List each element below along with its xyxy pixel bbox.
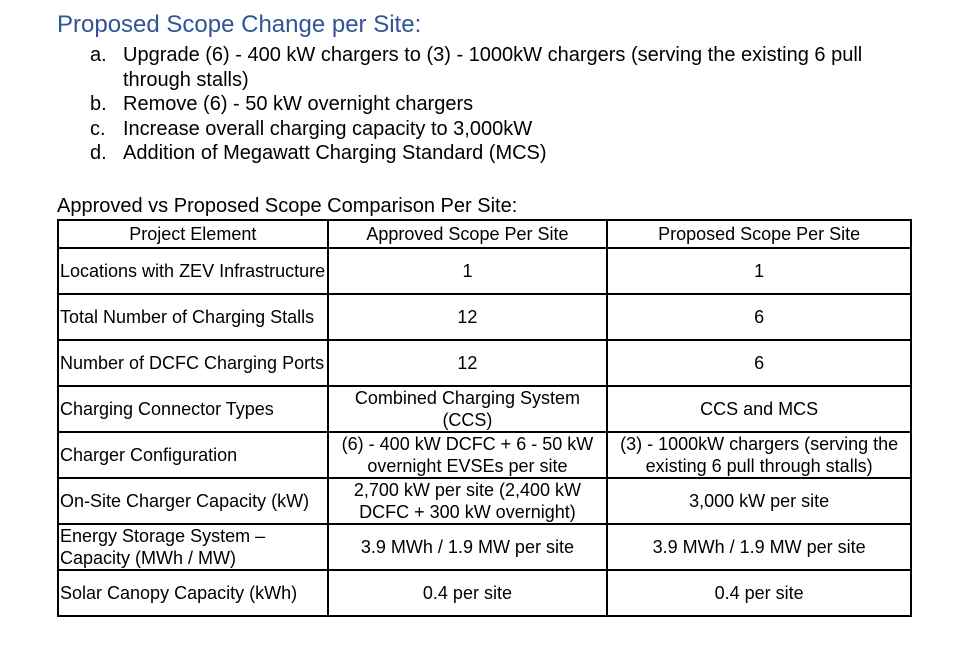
proposed-scope-cell: 3.9 MWh / 1.9 MW per site [606, 523, 912, 571]
proposed-scope-cell: (3) - 1000kW chargers (serving the exist… [606, 431, 912, 479]
project-element-cell: Energy Storage System – Capacity (MWh / … [57, 523, 329, 571]
proposed-scope-cell: 1 [606, 247, 912, 295]
list-item: d. Addition of Megawatt Charging Standar… [0, 141, 913, 166]
table-row: Energy Storage System – Capacity (MWh / … [57, 523, 912, 571]
table-row: Number of DCFC Charging Ports 12 6 [57, 339, 912, 387]
approved-scope-cell: 12 [326, 339, 609, 387]
list-marker: d. [90, 142, 107, 164]
scope-change-list: a. Upgrade (6) - 400 kW chargers to (3) … [0, 43, 968, 166]
approved-scope-cell: 2,700 kW per site (2,400 kW DCFC + 300 k… [326, 477, 609, 525]
proposed-scope-cell: 0.4 per site [606, 569, 912, 617]
column-header-proposed-scope: Proposed Scope Per Site [606, 219, 912, 249]
approved-scope-cell: 3.9 MWh / 1.9 MW per site [326, 523, 609, 571]
list-marker: a. [90, 44, 107, 66]
proposed-scope-cell: CCS and MCS [606, 385, 912, 433]
table-row: On-Site Charger Capacity (kW) 2,700 kW p… [57, 477, 912, 525]
project-element-cell: Solar Canopy Capacity (kWh) [57, 569, 329, 617]
project-element-cell: On-Site Charger Capacity (kW) [57, 477, 329, 525]
table-header-row: Project Element Approved Scope Per Site … [57, 219, 912, 249]
approved-scope-cell: Combined Charging System (CCS) [326, 385, 609, 433]
table-row: Solar Canopy Capacity (kWh) 0.4 per site… [57, 569, 912, 617]
scope-comparison-table: Project Element Approved Scope Per Site … [57, 219, 912, 617]
section-heading: Proposed Scope Change per Site: [57, 11, 422, 38]
project-element-cell: Charger Configuration [57, 431, 329, 479]
list-marker: c. [90, 117, 106, 140]
approved-scope-cell: 0.4 per site [326, 569, 609, 617]
list-item: c. Increase overall charging capacity to… [0, 117, 913, 142]
list-marker: b. [90, 93, 107, 115]
list-item-text: Addition of Megawatt Charging Standard (… [123, 142, 547, 164]
list-item-text: Remove (6) - 50 kW overnight chargers [123, 93, 474, 115]
table-row: Charger Configuration (6) - 400 kW DCFC … [57, 431, 912, 479]
proposed-scope-cell: 3,000 kW per site [606, 477, 912, 525]
approved-scope-cell: 1 [326, 247, 609, 295]
table-row: Total Number of Charging Stalls 12 6 [57, 293, 912, 341]
table-caption: Approved vs Proposed Scope Comparison Pe… [57, 195, 518, 217]
column-header-project-element: Project Element [57, 219, 329, 249]
project-element-cell: Locations with ZEV Infrastructure [57, 247, 329, 295]
project-element-cell: Number of DCFC Charging Ports [57, 339, 329, 387]
list-item-text: Upgrade (6) - 400 kW chargers to (3) - 1… [123, 44, 863, 91]
table-row: Locations with ZEV Infrastructure 1 1 [57, 247, 912, 295]
list-item: a. Upgrade (6) - 400 kW chargers to (3) … [0, 43, 913, 92]
approved-scope-cell: (6) - 400 kW DCFC + 6 - 50 kW overnight … [326, 431, 609, 479]
project-element-cell: Total Number of Charging Stalls [57, 293, 329, 341]
list-item: b. Remove (6) - 50 kW overnight chargers [0, 92, 913, 117]
proposed-scope-cell: 6 [606, 339, 912, 387]
proposed-scope-cell: 6 [606, 293, 912, 341]
column-header-approved-scope: Approved Scope Per Site [326, 219, 609, 249]
approved-scope-cell: 12 [326, 293, 609, 341]
project-element-cell: Charging Connector Types [57, 385, 329, 433]
table-row: Charging Connector Types Combined Chargi… [57, 385, 912, 433]
list-item-text: Increase overall charging capacity to 3,… [123, 117, 533, 140]
